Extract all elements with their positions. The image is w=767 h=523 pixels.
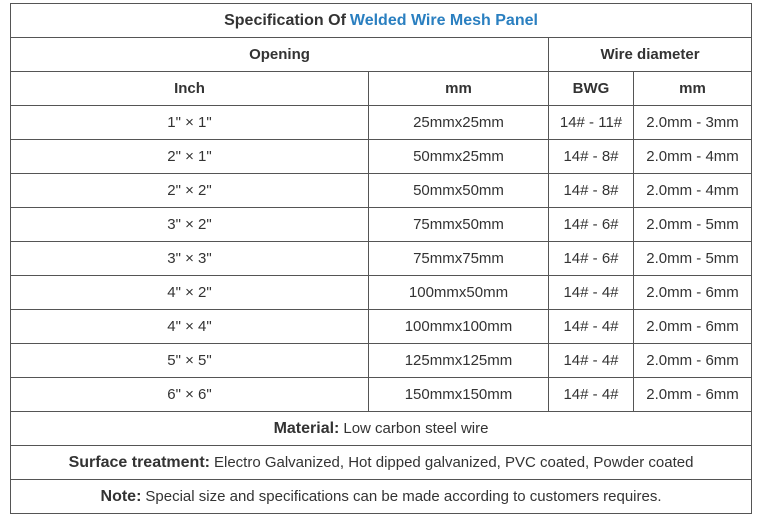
data-row: 5" × 5" 125mmx125mm 14# - 4# 2.0mm - 6mm (10, 343, 753, 378)
title-highlight: Welded Wire Mesh Panel (349, 11, 538, 29)
cell: 2" × 2" (10, 173, 369, 208)
data-row: 3" × 2" 75mmx50mm 14# - 6# 2.0mm - 5mm (10, 207, 753, 242)
cell: 1" × 1" (10, 105, 369, 140)
column-header: Inch (10, 71, 369, 106)
group-header: Opening (10, 37, 549, 72)
cell: 75mmx50mm (368, 207, 549, 242)
note-row: Material: Low carbon steel wire (9, 411, 753, 446)
note-cell: Note: Special size and specifications can… (9, 479, 753, 514)
cell: 14# - 8# (548, 139, 634, 174)
data-row: 4" × 2" 100mmx50mm 14# - 4# 2.0mm - 6mm (10, 275, 753, 310)
cell: 14# - 8# (548, 173, 634, 208)
cell: 4" × 4" (10, 309, 369, 344)
data-row: 2" × 1" 50mmx25mm 14# - 8# 2.0mm - 4mm (10, 139, 753, 174)
title-prefix: Specification Of (224, 11, 346, 29)
cell: 75mmx75mm (368, 241, 549, 276)
cell: 150mmx150mm (368, 377, 549, 412)
header-row: Inch mm BWG mm (10, 71, 753, 106)
cell: 2" × 1" (10, 139, 369, 174)
cell: 50mmx25mm (368, 139, 549, 174)
cell: 14# - 6# (548, 241, 634, 276)
column-header: BWG (548, 71, 634, 106)
note-row: Surface treatment: Electro Galvanized, Ho… (9, 445, 753, 480)
note-cell: Surface treatment: Electro Galvanized, Ho… (9, 445, 753, 480)
note-label: Note: (100, 487, 142, 505)
note-label: Surface treatment: (68, 453, 210, 471)
cell: 14# - 4# (548, 377, 634, 412)
cell: 6" × 6" (10, 377, 369, 412)
cell: 2.0mm - 6mm (632, 377, 753, 412)
data-row: 2" × 2" 50mmx50mm 14# - 8# 2.0mm - 4mm (10, 173, 753, 208)
cell: 3" × 2" (10, 207, 369, 242)
cell: 2.0mm - 5mm (632, 207, 753, 242)
note-text: Special size and specifications can be m… (145, 487, 662, 505)
cell: 2.0mm - 6mm (632, 309, 753, 344)
cell: 14# - 4# (548, 343, 634, 378)
spec-table: Specification Of Welded Wire Mesh Panel O… (9, 3, 753, 514)
cell: 50mmx50mm (368, 173, 549, 208)
cell: 2.0mm - 4mm (632, 139, 753, 174)
cell: 5" × 5" (10, 343, 369, 378)
title-cell: Specification Of Welded Wire Mesh Panel (9, 3, 753, 38)
cell: 100mmx100mm (368, 309, 549, 344)
cell: 2.0mm - 6mm (632, 275, 753, 310)
column-header: mm (632, 71, 753, 106)
note-label: Material: (273, 419, 340, 437)
cell: 2.0mm - 4mm (632, 173, 753, 208)
cell: 125mmx125mm (368, 343, 549, 378)
cell: 25mmx25mm (368, 105, 549, 140)
cell: 4" × 2" (10, 275, 369, 310)
data-row: 6" × 6" 150mmx150mm 14# - 4# 2.0mm - 6mm (10, 377, 753, 412)
data-row: 4" × 4" 100mmx100mm 14# - 4# 2.0mm - 6mm (10, 309, 753, 344)
cell: 14# - 6# (548, 207, 634, 242)
note-text: Electro Galvanized, Hot dipped galvanize… (213, 453, 694, 471)
cell: 14# - 11# (548, 105, 634, 140)
data-row: 1" × 1" 25mmx25mm 14# - 11# 2.0mm - 3mm (10, 105, 753, 140)
cell: 3" × 3" (10, 241, 369, 276)
cell: 2.0mm - 5mm (632, 241, 753, 276)
column-header: mm (368, 71, 549, 106)
cell: 2.0mm - 6mm (632, 343, 753, 378)
group-header: Wire diameter (547, 37, 753, 72)
note-text: Low carbon steel wire (343, 419, 489, 437)
table-body: 1" × 1" 25mmx25mm 14# - 11# 2.0mm - 3mm 2" ×… (9, 105, 753, 514)
note-row: Note: Special size and specifications can… (9, 479, 753, 514)
cell: 100mmx50mm (368, 275, 549, 310)
cell: 14# - 4# (548, 275, 634, 310)
cell: 2.0mm - 3mm (632, 105, 753, 140)
note-cell: Material: Low carbon steel wire (9, 411, 753, 446)
cell: 14# - 4# (548, 309, 634, 344)
data-row: 3" × 3" 75mmx75mm 14# - 6# 2.0mm - 5mm (10, 241, 753, 276)
